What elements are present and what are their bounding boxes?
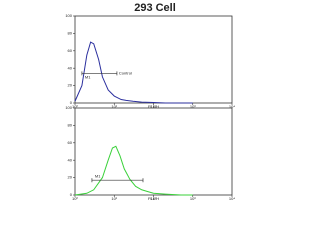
y-tick-label: 80 xyxy=(68,30,73,35)
y-tick-label: 0 xyxy=(70,100,73,105)
x-tick-label: 10⁰ xyxy=(72,196,78,200)
x-tick-label: 10¹ xyxy=(111,104,117,109)
y-tick-label: 60 xyxy=(68,48,73,53)
histogram-line xyxy=(74,145,193,196)
x-tick-label: 10² xyxy=(151,196,157,200)
x-tick-label: 10⁰ xyxy=(72,104,78,109)
x-tick-label: 10³ xyxy=(190,104,196,109)
x-tick-label: 10⁴ xyxy=(229,104,235,109)
y-tick-label: 60 xyxy=(68,140,73,145)
gate-label: M1 xyxy=(95,173,101,178)
x-tick-label: 10² xyxy=(151,104,157,109)
x-tick-label: 10⁴ xyxy=(229,196,235,200)
y-tick-label: 0 xyxy=(70,192,73,197)
y-tick-label: 100 xyxy=(65,13,72,18)
x-axis-label: FL1-H xyxy=(148,196,159,200)
y-tick-label: 20 xyxy=(68,175,73,180)
y-tick-label: 40 xyxy=(68,65,73,70)
y-tick-label: 20 xyxy=(68,83,73,88)
x-axis-label: FL1-H xyxy=(148,104,159,109)
y-tick-label: 100 xyxy=(65,105,72,110)
gate-label: Control xyxy=(119,70,132,75)
histogram-line xyxy=(74,41,193,104)
x-tick-label: 10³ xyxy=(190,196,196,200)
gate-label: M1 xyxy=(85,74,91,79)
x-tick-label: 10¹ xyxy=(111,196,117,200)
plot-frame xyxy=(74,107,233,196)
y-tick-label: 80 xyxy=(68,122,73,127)
chart-title: 293 Cell xyxy=(134,2,176,14)
y-tick-label: 40 xyxy=(68,157,73,162)
